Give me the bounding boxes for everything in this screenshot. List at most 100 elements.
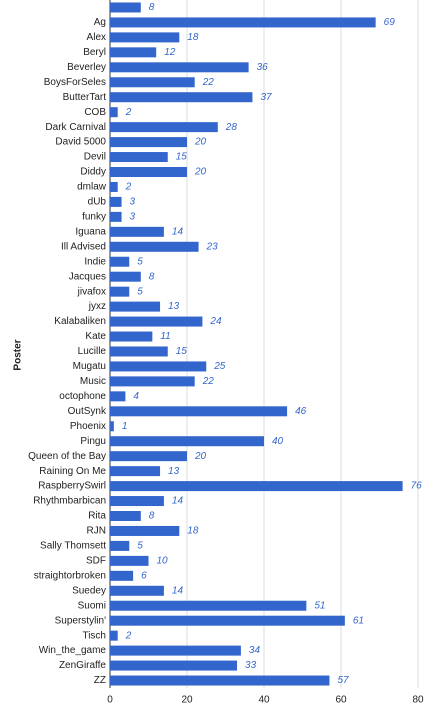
value-label: 25 bbox=[213, 361, 226, 372]
y-tick-label: Sally Thomsett bbox=[40, 541, 106, 552]
value-label: 22 bbox=[202, 77, 215, 88]
value-label: 5 bbox=[137, 541, 143, 552]
value-label: 4 bbox=[133, 391, 139, 402]
bar bbox=[110, 331, 153, 342]
y-tick-label: Raining On Me bbox=[39, 466, 106, 477]
bar bbox=[110, 391, 126, 402]
y-tick-label: ZenGiraffe bbox=[59, 660, 106, 671]
bar bbox=[110, 451, 187, 462]
value-label: 11 bbox=[160, 331, 170, 342]
value-label: 14 bbox=[172, 496, 184, 507]
y-tick-label: OutSynk bbox=[68, 406, 107, 417]
value-label: 24 bbox=[209, 316, 222, 327]
y-tick-label: Music bbox=[80, 376, 106, 387]
bar bbox=[110, 615, 345, 626]
bar bbox=[110, 361, 207, 372]
y-tick-label: Rita bbox=[88, 511, 106, 522]
y-tick-label: SDF bbox=[86, 556, 106, 567]
y-tick-label: Pingu bbox=[80, 436, 106, 447]
y-tick-label: RaspberrySwirl bbox=[38, 481, 106, 492]
bar bbox=[110, 256, 130, 267]
bar bbox=[110, 630, 118, 641]
bar bbox=[110, 675, 330, 686]
value-label: 6 bbox=[141, 570, 147, 581]
bar bbox=[110, 271, 141, 282]
bar bbox=[110, 496, 164, 507]
y-tick-label: Kate bbox=[85, 331, 106, 342]
value-label: 61 bbox=[353, 615, 364, 626]
value-label: 18 bbox=[187, 526, 199, 537]
bar bbox=[110, 167, 187, 177]
bar bbox=[110, 17, 376, 28]
y-tick-label: straightorbroken bbox=[34, 570, 106, 581]
value-label: 14 bbox=[172, 585, 184, 596]
y-tick-label: RJN bbox=[87, 526, 106, 537]
bar bbox=[110, 585, 164, 596]
bar bbox=[110, 481, 403, 492]
value-label: 57 bbox=[337, 675, 349, 686]
value-label: 2 bbox=[125, 107, 132, 118]
value-label: 14 bbox=[172, 226, 184, 237]
y-tick-label: dUb bbox=[88, 197, 107, 208]
y-tick-label: Diddy bbox=[80, 167, 106, 178]
y-tick-label: BoysForSeles bbox=[44, 77, 106, 88]
value-label: 10 bbox=[157, 556, 169, 567]
value-label: 40 bbox=[272, 436, 284, 447]
bar bbox=[110, 47, 157, 58]
y-axis-label: Poster bbox=[13, 339, 24, 370]
y-tick-label: Suedey bbox=[72, 585, 106, 596]
y-tick-label: Phoenix bbox=[70, 421, 106, 432]
y-tick-label: octophone bbox=[59, 391, 106, 402]
value-label: 13 bbox=[168, 466, 180, 477]
value-label: 46 bbox=[295, 406, 307, 417]
value-label: 3 bbox=[130, 212, 136, 223]
bar bbox=[110, 540, 130, 551]
x-tick-label: 80 bbox=[412, 695, 424, 706]
y-tick-label: dmlaw bbox=[77, 182, 107, 193]
y-tick-label: Queen of the Bay bbox=[28, 451, 106, 462]
bar bbox=[110, 346, 168, 357]
bar bbox=[110, 316, 203, 327]
bar bbox=[110, 226, 164, 237]
y-tick-label: Mugatu bbox=[73, 361, 106, 372]
bar bbox=[110, 211, 122, 222]
bar bbox=[110, 241, 199, 252]
y-tick-label: Dark Carnival bbox=[45, 122, 106, 133]
y-tick-label: Ag bbox=[94, 17, 106, 28]
y-tick-label: Suomi bbox=[78, 600, 106, 611]
value-label: 23 bbox=[206, 241, 219, 252]
y-tick-label: David 5000 bbox=[55, 137, 106, 148]
value-label: 15 bbox=[176, 152, 188, 163]
value-label: 3 bbox=[130, 197, 136, 208]
y-tick-label: Lucille bbox=[78, 346, 107, 357]
y-tick-label: jyxz bbox=[88, 301, 106, 312]
bar bbox=[110, 406, 288, 417]
value-label: 2 bbox=[125, 630, 132, 641]
bar bbox=[110, 301, 161, 312]
bar bbox=[110, 645, 241, 656]
bar bbox=[110, 2, 141, 13]
bar bbox=[110, 660, 238, 671]
value-label: 8 bbox=[149, 271, 155, 282]
bar bbox=[110, 181, 118, 192]
bar bbox=[110, 421, 114, 432]
value-label: 20 bbox=[194, 167, 207, 178]
value-label: 76 bbox=[411, 481, 423, 492]
value-label: 15 bbox=[176, 346, 188, 357]
y-tick-label: Kalabaliken bbox=[54, 316, 106, 327]
x-tick-label: 40 bbox=[258, 695, 270, 706]
bar bbox=[110, 555, 149, 566]
y-tick-label: Superstylin' bbox=[55, 615, 106, 626]
bar bbox=[110, 92, 253, 103]
value-label: 13 bbox=[168, 301, 180, 312]
value-label: 22 bbox=[202, 376, 215, 387]
bar bbox=[110, 466, 161, 477]
bar bbox=[110, 196, 122, 207]
value-label: 8 bbox=[149, 511, 155, 522]
y-tick-label: Jacques bbox=[69, 271, 106, 282]
value-label: 18 bbox=[187, 32, 199, 43]
bar bbox=[110, 152, 168, 163]
value-label: 69 bbox=[384, 17, 396, 28]
value-label: 20 bbox=[194, 451, 207, 462]
